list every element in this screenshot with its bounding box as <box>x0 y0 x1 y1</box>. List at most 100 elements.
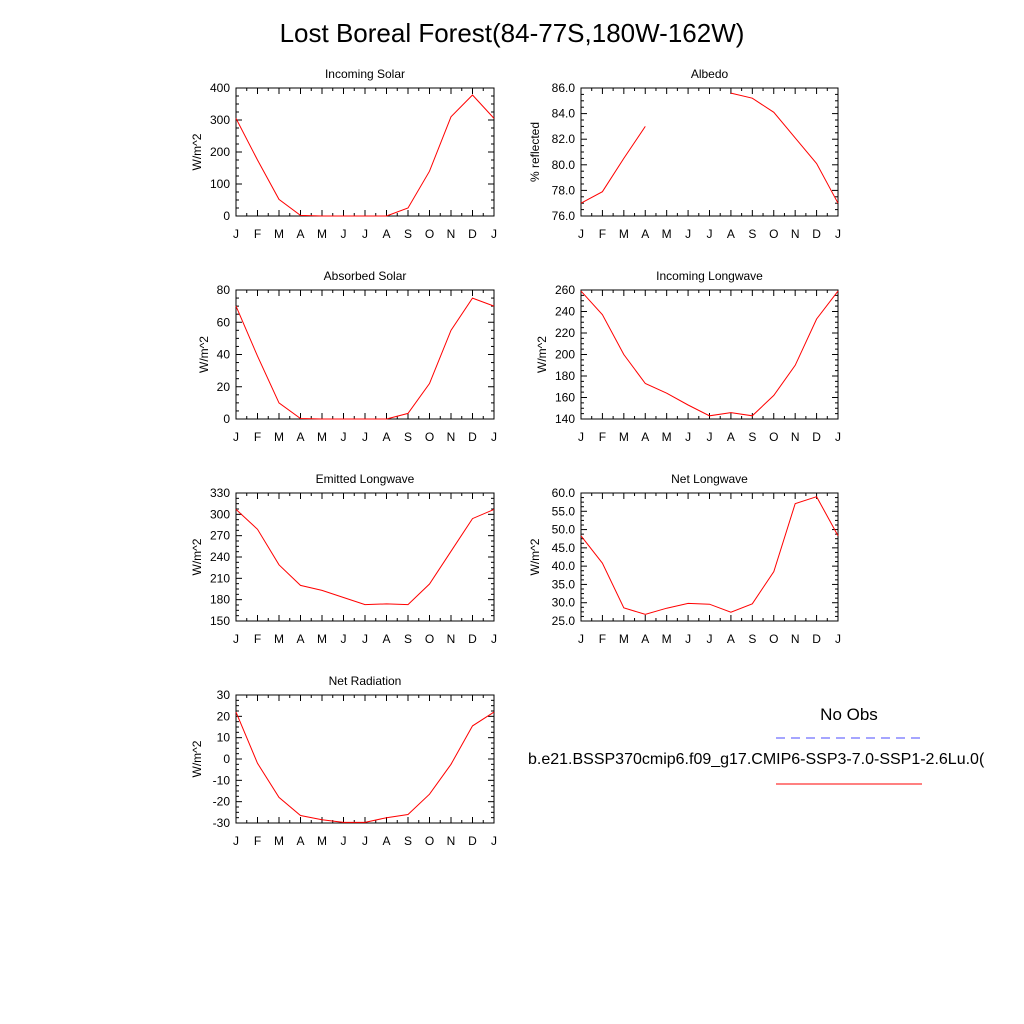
series-line <box>580 290 839 417</box>
x-tick-label: D <box>468 227 477 241</box>
x-tick-label: M <box>274 632 284 646</box>
y-tick-label: 30 <box>217 688 231 702</box>
y-tick-label: 60 <box>217 315 231 329</box>
y-tick-label: 150 <box>210 614 230 628</box>
y-tick-label: 140 <box>555 412 575 426</box>
panel-title: Incoming Solar <box>325 67 405 81</box>
x-tick-label: M <box>662 632 672 646</box>
x-tick-label: S <box>404 430 412 444</box>
y-tick-label: 82.0 <box>552 132 576 146</box>
x-tick-label: A <box>296 834 304 848</box>
y-axis-label: W/m^2 <box>528 538 542 575</box>
x-tick-label: J <box>835 227 841 241</box>
y-tick-label: 45.0 <box>552 541 576 555</box>
x-tick-label: J <box>233 834 239 848</box>
panel-title: Incoming Longwave <box>656 269 763 283</box>
y-axis-label: W/m^2 <box>197 336 211 373</box>
y-tick-label: 20 <box>217 709 231 723</box>
x-tick-label: S <box>748 430 756 444</box>
x-tick-label: J <box>341 227 347 241</box>
x-tick-label: F <box>254 430 261 444</box>
x-tick-label: A <box>641 227 649 241</box>
y-tick-label: 200 <box>210 145 230 159</box>
y-tick-label: 240 <box>210 550 230 564</box>
y-tick-label: 60.0 <box>552 486 576 500</box>
panel-title: Absorbed Solar <box>324 269 407 283</box>
x-tick-label: D <box>812 632 821 646</box>
series-line <box>580 496 839 615</box>
y-tick-label: 270 <box>210 529 230 543</box>
x-tick-label: J <box>362 227 368 241</box>
series-line <box>580 126 646 204</box>
x-tick-label: O <box>425 430 434 444</box>
x-tick-label: F <box>599 227 606 241</box>
x-tick-label: M <box>274 834 284 848</box>
x-tick-label: A <box>727 227 735 241</box>
x-tick-label: J <box>491 632 497 646</box>
panel-title: Net Longwave <box>671 472 748 486</box>
x-tick-label: M <box>619 632 629 646</box>
x-tick-label: D <box>812 227 821 241</box>
y-tick-label: 30.0 <box>552 596 576 610</box>
y-tick-label: 260 <box>555 283 575 297</box>
panel-4: J F M A M J J A S O N D J140160180200220240260Incomi… <box>535 269 841 444</box>
x-tick-label: J <box>233 632 239 646</box>
y-tick-label: 210 <box>210 571 230 585</box>
x-tick-label: A <box>296 227 304 241</box>
y-tick-label: 180 <box>210 593 230 607</box>
y-tick-label: 80 <box>217 283 231 297</box>
x-tick-label: S <box>748 227 756 241</box>
x-tick-label: M <box>619 430 629 444</box>
x-tick-label: O <box>769 632 778 646</box>
y-axis-label: W/m^2 <box>190 740 204 777</box>
x-tick-label: S <box>404 632 412 646</box>
y-tick-label: 50.0 <box>552 523 576 537</box>
y-tick-label: 35.0 <box>552 577 576 591</box>
y-tick-label: 25.0 <box>552 614 576 628</box>
plot-frame <box>235 694 495 824</box>
x-tick-label: J <box>707 632 713 646</box>
x-tick-label: D <box>812 430 821 444</box>
plot-frame <box>580 87 839 217</box>
x-tick-label: N <box>447 430 456 444</box>
y-axis-label: % reflected <box>528 122 542 182</box>
x-tick-label: J <box>578 430 584 444</box>
y-tick-label: 300 <box>210 113 230 127</box>
y-tick-label: 300 <box>210 507 230 521</box>
x-tick-label: S <box>404 834 412 848</box>
series-line <box>235 297 495 420</box>
x-tick-label: J <box>341 430 347 444</box>
x-tick-label: M <box>317 834 327 848</box>
y-tick-label: 40.0 <box>552 559 576 573</box>
legend-run-label: b.e21.BSSP370cmip6.f09_g17.CMIP6-SSP3-7.… <box>528 751 985 768</box>
x-tick-label: J <box>233 430 239 444</box>
y-tick-label: 330 <box>210 486 230 500</box>
figure-title: Lost Boreal Forest(84-77S,180W-162W) <box>279 18 745 48</box>
x-tick-label: M <box>274 227 284 241</box>
y-tick-label: 180 <box>555 369 575 383</box>
x-tick-label: D <box>468 834 477 848</box>
y-axis-label: W/m^2 <box>535 336 549 373</box>
x-tick-label: J <box>835 430 841 444</box>
x-tick-label: J <box>578 632 584 646</box>
x-tick-label: N <box>447 632 456 646</box>
x-tick-label: A <box>641 430 649 444</box>
y-tick-label: -20 <box>213 795 231 809</box>
x-tick-label: F <box>254 632 261 646</box>
panel-6: J F M A M J J A S O N D J25.030.035.040.045.050.055.… <box>528 472 841 646</box>
x-tick-label: M <box>274 430 284 444</box>
x-tick-label: A <box>382 227 390 241</box>
x-tick-label: A <box>641 632 649 646</box>
x-tick-label: J <box>362 430 368 444</box>
y-axis-label: W/m^2 <box>190 133 204 170</box>
x-tick-label: M <box>317 632 327 646</box>
y-tick-label: 55.0 <box>552 504 576 518</box>
series-line <box>235 94 495 217</box>
series-line <box>235 711 495 823</box>
y-tick-label: 20 <box>217 380 231 394</box>
x-tick-label: A <box>296 430 304 444</box>
y-tick-label: 84.0 <box>552 107 576 121</box>
y-tick-label: -10 <box>213 773 231 787</box>
